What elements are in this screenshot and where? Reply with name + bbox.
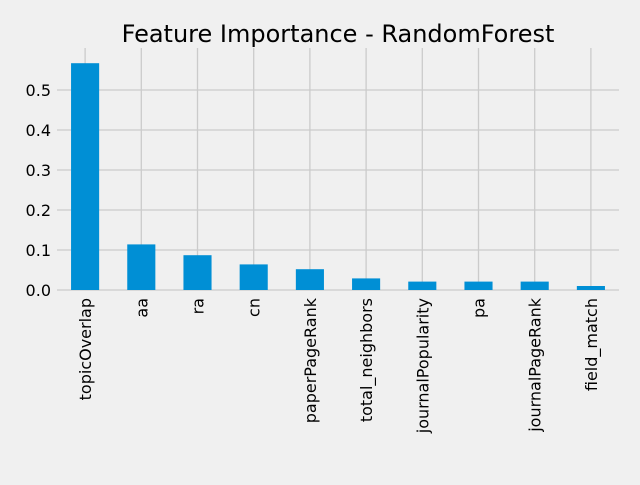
x-tick-label: journalPopularity [413,298,432,434]
grid-lines [57,48,619,291]
bar-journalPopularity [408,281,437,290]
y-tick-label: 0.0 [26,281,51,300]
bar-pa [464,281,493,290]
y-tick-label: 0.4 [26,121,51,140]
y-tick-labels: 0.0 0.1 0.2 0.3 0.4 0.5 [26,81,51,300]
bar-journalPageRank [520,281,549,290]
x-tick-label: aa [132,298,151,318]
x-tick-label: cn [245,298,264,317]
y-tick-label: 0.2 [26,201,51,220]
bar-topicOverlap [71,63,100,291]
x-tick-label: field_match [582,298,602,391]
bar-aa [127,244,156,290]
bar-cn [239,264,268,290]
y-tick-label: 0.3 [26,161,51,180]
x-tick-label: total_neighbors [357,298,377,422]
x-tick-label: journalPageRank [526,297,545,433]
x-tick-label: paperPageRank [301,297,320,423]
bar-field_match [576,286,605,290]
x-tick-label: topicOverlap [76,298,95,400]
bars [71,63,605,291]
bar-total_neighbors [352,278,381,290]
x-tick-label: pa [470,298,489,318]
bar-paperPageRank [295,269,324,290]
y-tick-label: 0.5 [26,81,51,100]
x-tick-label: ra [189,298,208,314]
y-tick-label: 0.1 [26,241,51,260]
bar-ra [183,255,212,290]
chart-title: Feature Importance - RandomForest [122,20,555,48]
x-tick-labels: topicOverlap aa ra cn paperPageRank total_nei… [76,297,602,434]
